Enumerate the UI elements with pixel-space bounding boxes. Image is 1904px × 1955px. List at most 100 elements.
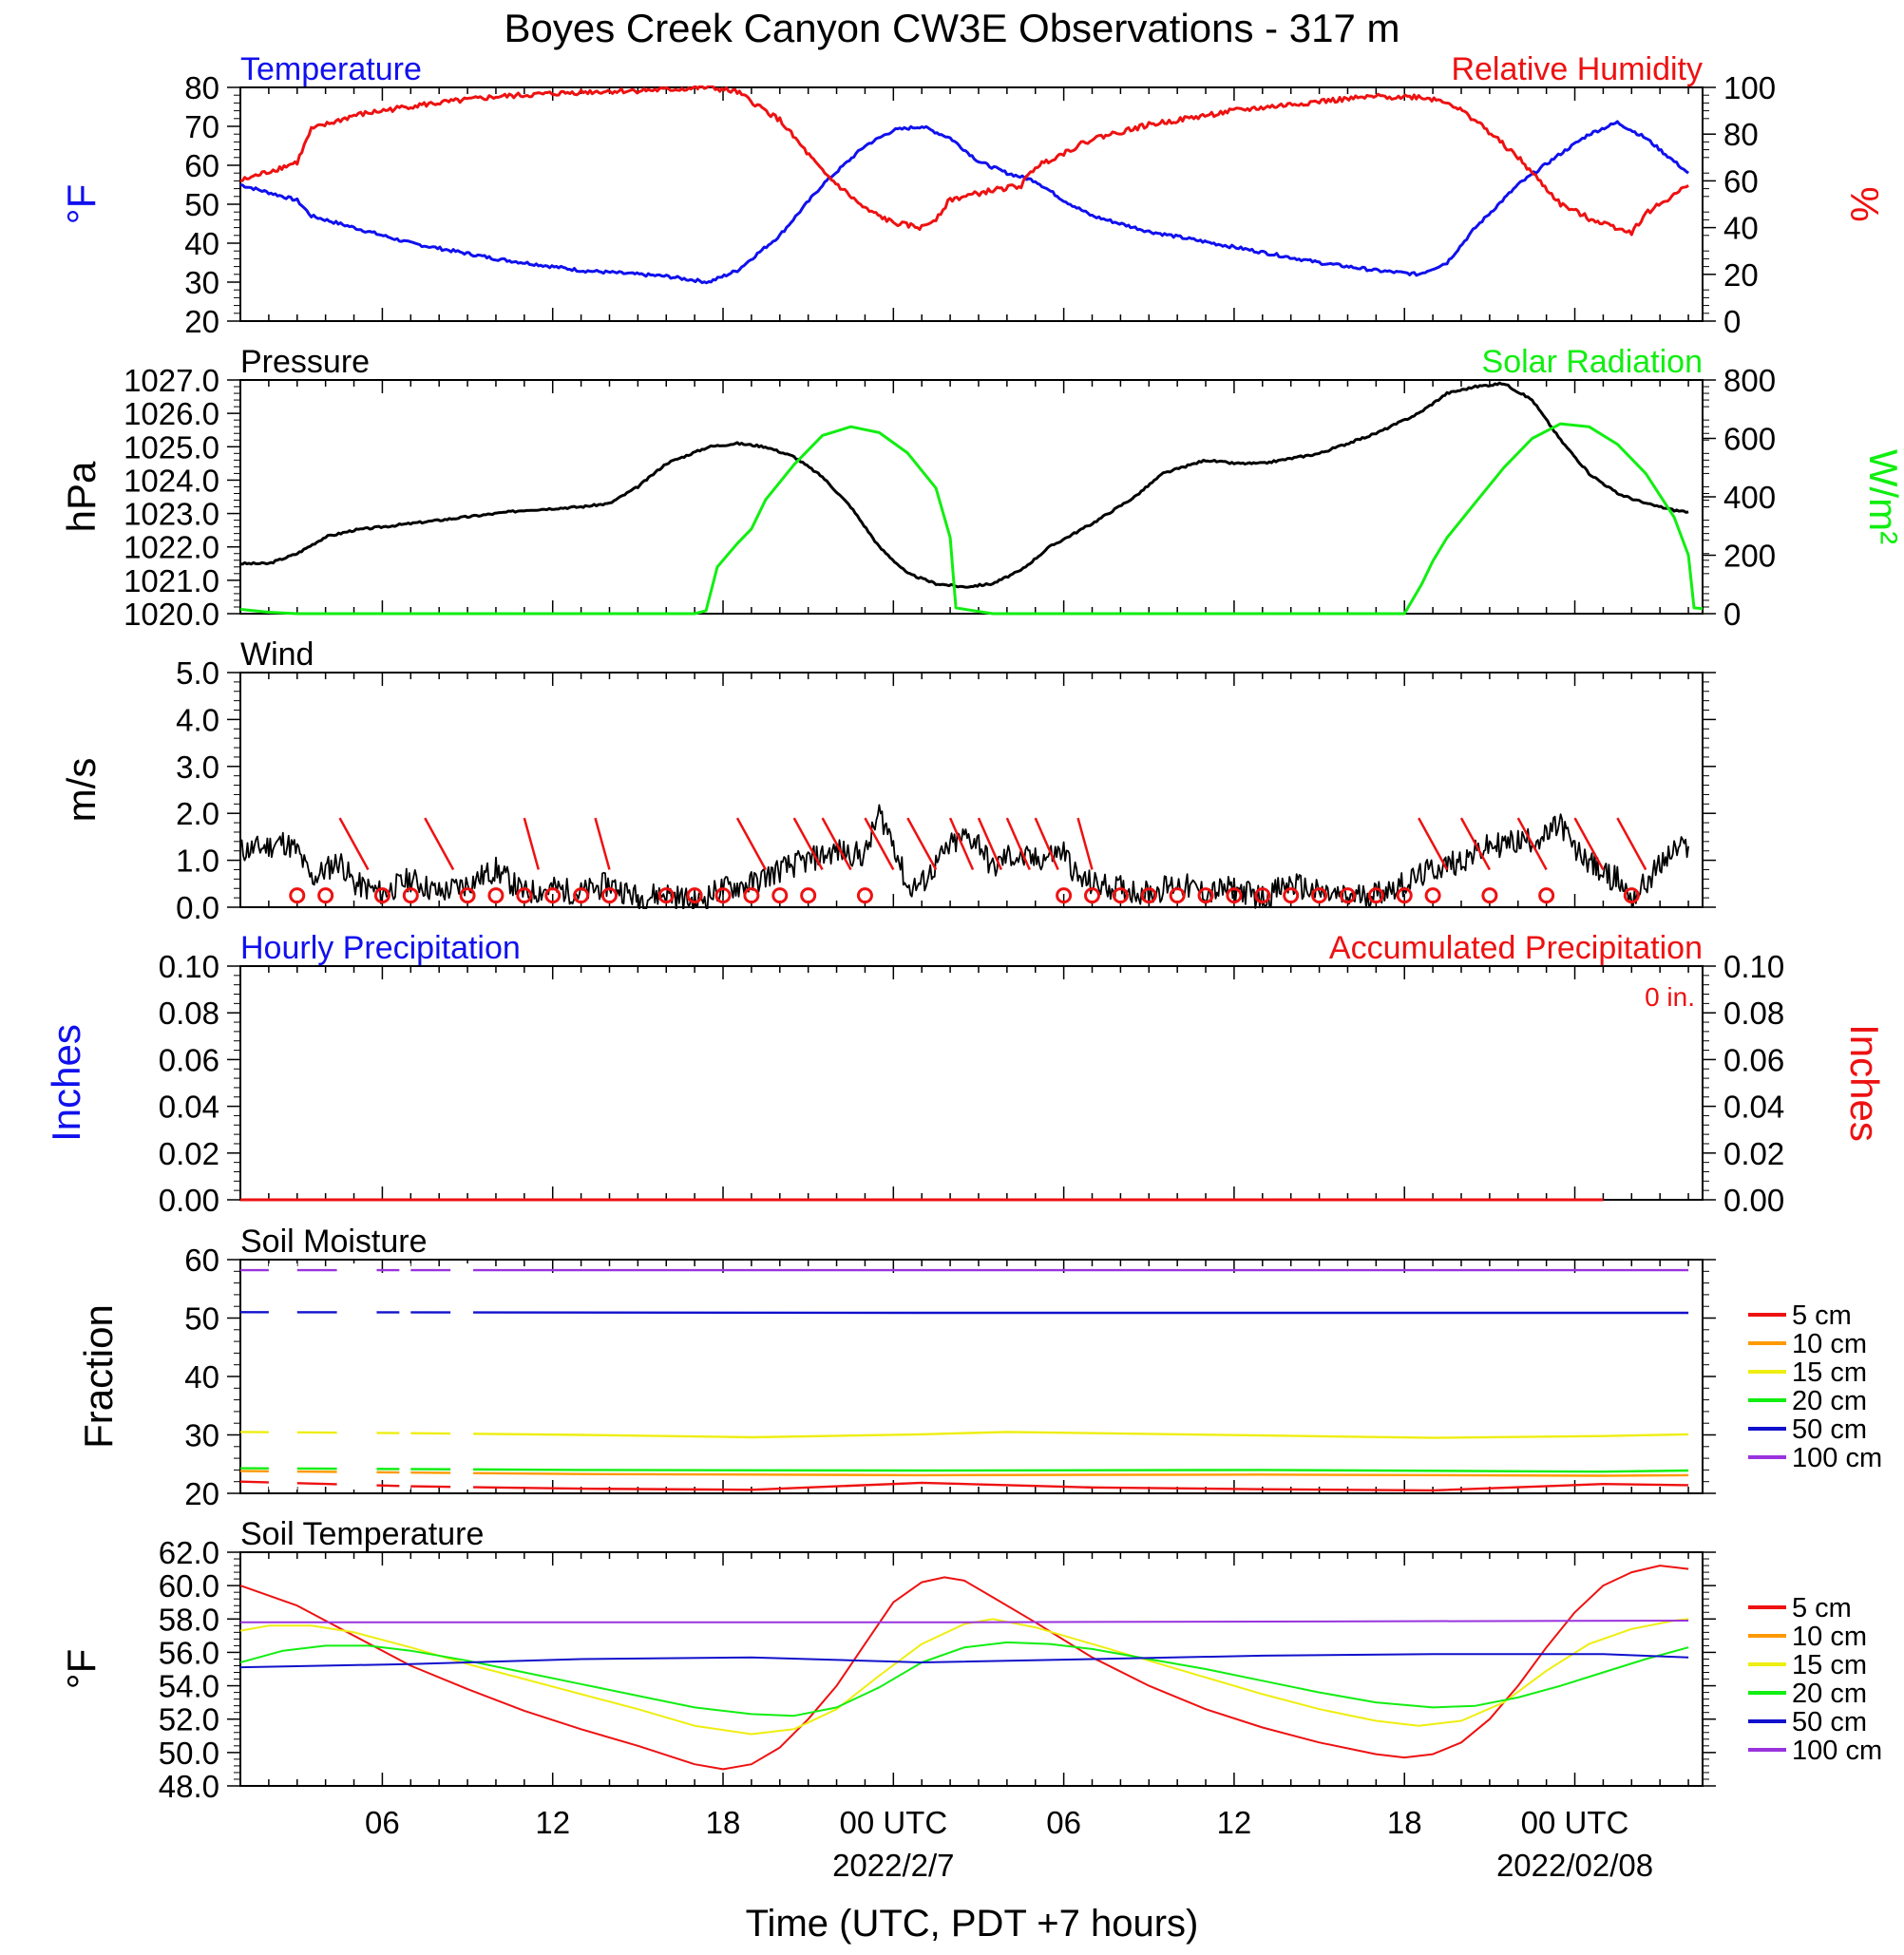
y-right-tick-label: 800 xyxy=(1723,363,1776,398)
x-tick-label: 06 xyxy=(365,1805,400,1840)
data-gap xyxy=(268,1263,297,1490)
x-axis-label: Time (UTC, PDT +7 hours) xyxy=(746,1903,1199,1945)
y-right-tick-label: 60 xyxy=(1723,163,1759,199)
x-date-label: 2022/2/7 xyxy=(832,1848,954,1883)
series-line-relative-humidity xyxy=(240,85,1689,237)
data-gap xyxy=(399,1263,411,1490)
legend-label: 50 cm xyxy=(1792,1414,1867,1445)
legend-label: 10 cm xyxy=(1792,1329,1867,1359)
wind-barb xyxy=(424,817,455,871)
panel-title-left: Soil Moisture xyxy=(240,1224,428,1260)
y-tick-label: 0.00 xyxy=(159,1183,219,1218)
y-right-tick-label: 40 xyxy=(1723,211,1759,246)
data-gap xyxy=(450,1263,474,1490)
wind-barb xyxy=(523,817,540,870)
time-axis: 06 12 18 00 UTC 2022/2/7 06 12 18 00 UTC 2022/02/… xyxy=(365,1805,1653,1883)
panel-title-left: Wind xyxy=(240,636,314,673)
y-tick-label: 1020.0 xyxy=(124,597,219,632)
calm-wind-circle xyxy=(544,887,562,904)
y-tick-label: 0.04 xyxy=(159,1090,219,1125)
calm-wind-circle xyxy=(1140,887,1157,904)
series-line-temperature xyxy=(240,120,1689,285)
legend-label: 50 cm xyxy=(1792,1707,1867,1737)
legend-label: 5 cm xyxy=(1792,1300,1852,1331)
y-tick-label: 2.0 xyxy=(176,796,219,831)
wind-barb xyxy=(864,817,895,871)
y-tick-label: 80 xyxy=(184,70,219,105)
y-tick-label: 20 xyxy=(184,304,219,339)
wind-barb xyxy=(1459,817,1491,871)
y-tick-label: 4.0 xyxy=(176,702,219,737)
panel-soil-temperature: 48.050.052.054.056.058.060.062.0 Soil Tem… xyxy=(59,1516,1882,1804)
wind-barb xyxy=(792,817,824,871)
calm-wind-circle xyxy=(800,887,817,904)
y-tick-label: 58.0 xyxy=(159,1602,219,1637)
y-tick-label: 54.0 xyxy=(159,1669,219,1704)
panel-title-right: Solar Radiation xyxy=(1482,344,1703,380)
panel-title-left: Pressure xyxy=(240,344,370,380)
y-tick-label: 60 xyxy=(184,148,219,183)
y-tick-label: 20 xyxy=(184,1476,219,1511)
y-axis-label: Inches xyxy=(44,1024,88,1142)
series-group xyxy=(240,1565,1689,1771)
y-tick-label: 48.0 xyxy=(159,1769,219,1804)
y-tick-label: 50 xyxy=(184,1301,219,1337)
calm-wind-circle xyxy=(1197,887,1214,904)
y-tick-label: 30 xyxy=(184,1418,219,1453)
calm-wind-circle xyxy=(657,887,675,904)
y-tick-label: 0.10 xyxy=(159,949,219,984)
y-tick-label: 40 xyxy=(184,226,219,261)
wind-barb xyxy=(1616,817,1647,871)
x-tick-label: 12 xyxy=(1217,1805,1252,1840)
panel-temperature-humidity: 20 30 40 50 60 70 80 0 20 40 60 80 100 Temperature Rel… xyxy=(59,51,1887,339)
y-right-tick-label: 0.02 xyxy=(1723,1136,1784,1171)
panel-title-right: Accumulated Precipitation xyxy=(1329,930,1703,966)
panel-title-right: Relative Humidity xyxy=(1451,51,1703,87)
plot-frame xyxy=(239,1551,1704,1787)
calm-wind-circle xyxy=(1112,887,1129,904)
y-tick-label: 1025.0 xyxy=(124,429,219,465)
y-right-tick-label: 80 xyxy=(1723,117,1759,152)
series-line-50-cm xyxy=(240,1653,1689,1669)
y-axis-label: m/s xyxy=(59,758,104,823)
panel-precipitation: 0.00 0.02 0.04 0.06 0.08 0.10 0.00 0.02 0.04 0.06… xyxy=(44,930,1887,1218)
y-right-tick-label: 20 xyxy=(1723,257,1759,293)
y-tick-label: 0.08 xyxy=(159,996,219,1031)
calm-wind-circle xyxy=(1056,887,1073,904)
y-right-tick-label: 100 xyxy=(1723,70,1776,105)
y-tick-label: 62.0 xyxy=(159,1535,219,1570)
calm-wind-circle xyxy=(1367,887,1384,904)
calm-wind-circle xyxy=(516,887,533,904)
series-line-solar-radiation xyxy=(240,422,1703,616)
y-tick-label: 40 xyxy=(184,1359,219,1395)
calm-wind-circle xyxy=(373,887,390,904)
calm-wind-circle xyxy=(1481,887,1498,904)
series-group xyxy=(240,804,1689,909)
data-gap xyxy=(336,1263,377,1490)
y-tick-label: 5.0 xyxy=(176,655,219,691)
legend-label: 15 cm xyxy=(1792,1650,1867,1680)
legend-label: 100 cm xyxy=(1792,1736,1882,1766)
y-tick-label: 1.0 xyxy=(176,844,219,879)
plot-frame xyxy=(239,965,1704,1201)
legend-label: 15 cm xyxy=(1792,1357,1867,1388)
wind-barb xyxy=(338,817,370,871)
panel-title-left: Hourly Precipitation xyxy=(240,930,521,966)
y-right-tick-label: 0.00 xyxy=(1723,1183,1784,1218)
legend-label: 100 cm xyxy=(1792,1443,1882,1473)
wind-barb xyxy=(821,817,852,871)
y-tick-label: 1023.0 xyxy=(124,497,219,532)
y-tick-label: 60.0 xyxy=(159,1568,219,1604)
x-tick-label: 18 xyxy=(706,1805,741,1840)
calm-wind-circle xyxy=(402,887,419,904)
x-tick-label: 00 UTC xyxy=(1521,1805,1629,1840)
y-tick-label: 52.0 xyxy=(159,1702,219,1737)
y-right-tick-label: 0.10 xyxy=(1723,949,1784,984)
y-tick-label: 1027.0 xyxy=(124,363,219,398)
y-axis-label: Fraction xyxy=(76,1304,121,1449)
series-group xyxy=(240,1263,1689,1492)
calm-wind-circle xyxy=(1254,887,1271,904)
x-date-label: 2022/02/08 xyxy=(1496,1848,1653,1883)
